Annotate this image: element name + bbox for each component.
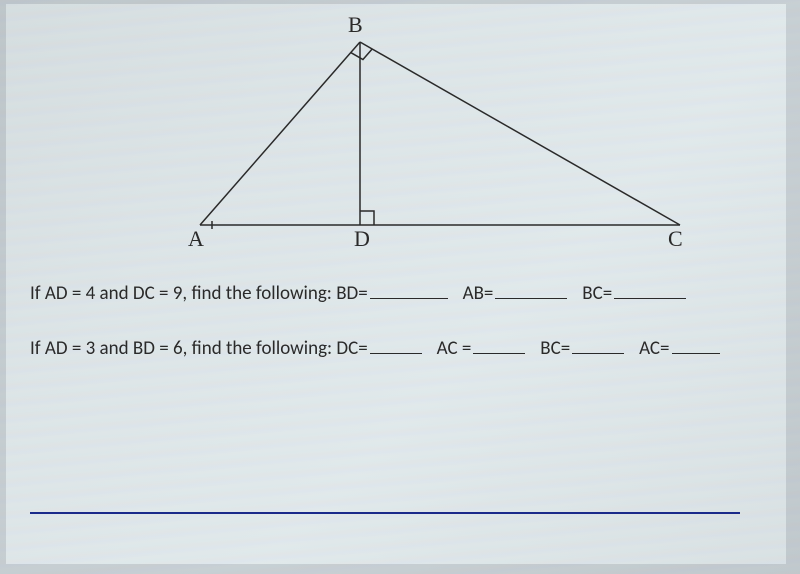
- q2-blank-1: [473, 353, 525, 354]
- q2-label-0: DC=: [336, 337, 367, 360]
- vertex-label-B: B: [348, 12, 363, 38]
- vertex-label-D: D: [354, 226, 370, 252]
- question-2-prefix: If AD = 3 and BD = 6, find the following…: [30, 337, 336, 360]
- q1-blank-1: [495, 298, 567, 299]
- q2-label-1: AC =: [437, 337, 472, 360]
- q2-label-3: AC=: [639, 337, 669, 360]
- q2-blank-2: [572, 353, 624, 354]
- q1-label-2: BC=: [582, 282, 612, 305]
- question-1: If AD = 4 and DC = 9, find the following…: [30, 282, 760, 305]
- question-2: If AD = 3 and BD = 6, find the following…: [30, 337, 760, 360]
- vertex-label-A: A: [188, 226, 204, 252]
- q1-blank-0: [370, 298, 448, 299]
- section-divider: [30, 512, 740, 514]
- triangle-svg: [160, 10, 720, 250]
- triangle-diagram: B A D C: [160, 10, 720, 250]
- q1-blank-2: [614, 298, 686, 299]
- q1-label-0: BD=: [336, 282, 368, 305]
- q1-label-1: AB=: [463, 282, 494, 305]
- question-1-prefix: If AD = 4 and DC = 9, find the following…: [30, 282, 336, 305]
- vertex-label-C: C: [668, 226, 683, 252]
- q2-blank-0: [370, 353, 422, 354]
- q2-blank-3: [672, 353, 720, 354]
- q2-label-2: BC=: [540, 337, 570, 360]
